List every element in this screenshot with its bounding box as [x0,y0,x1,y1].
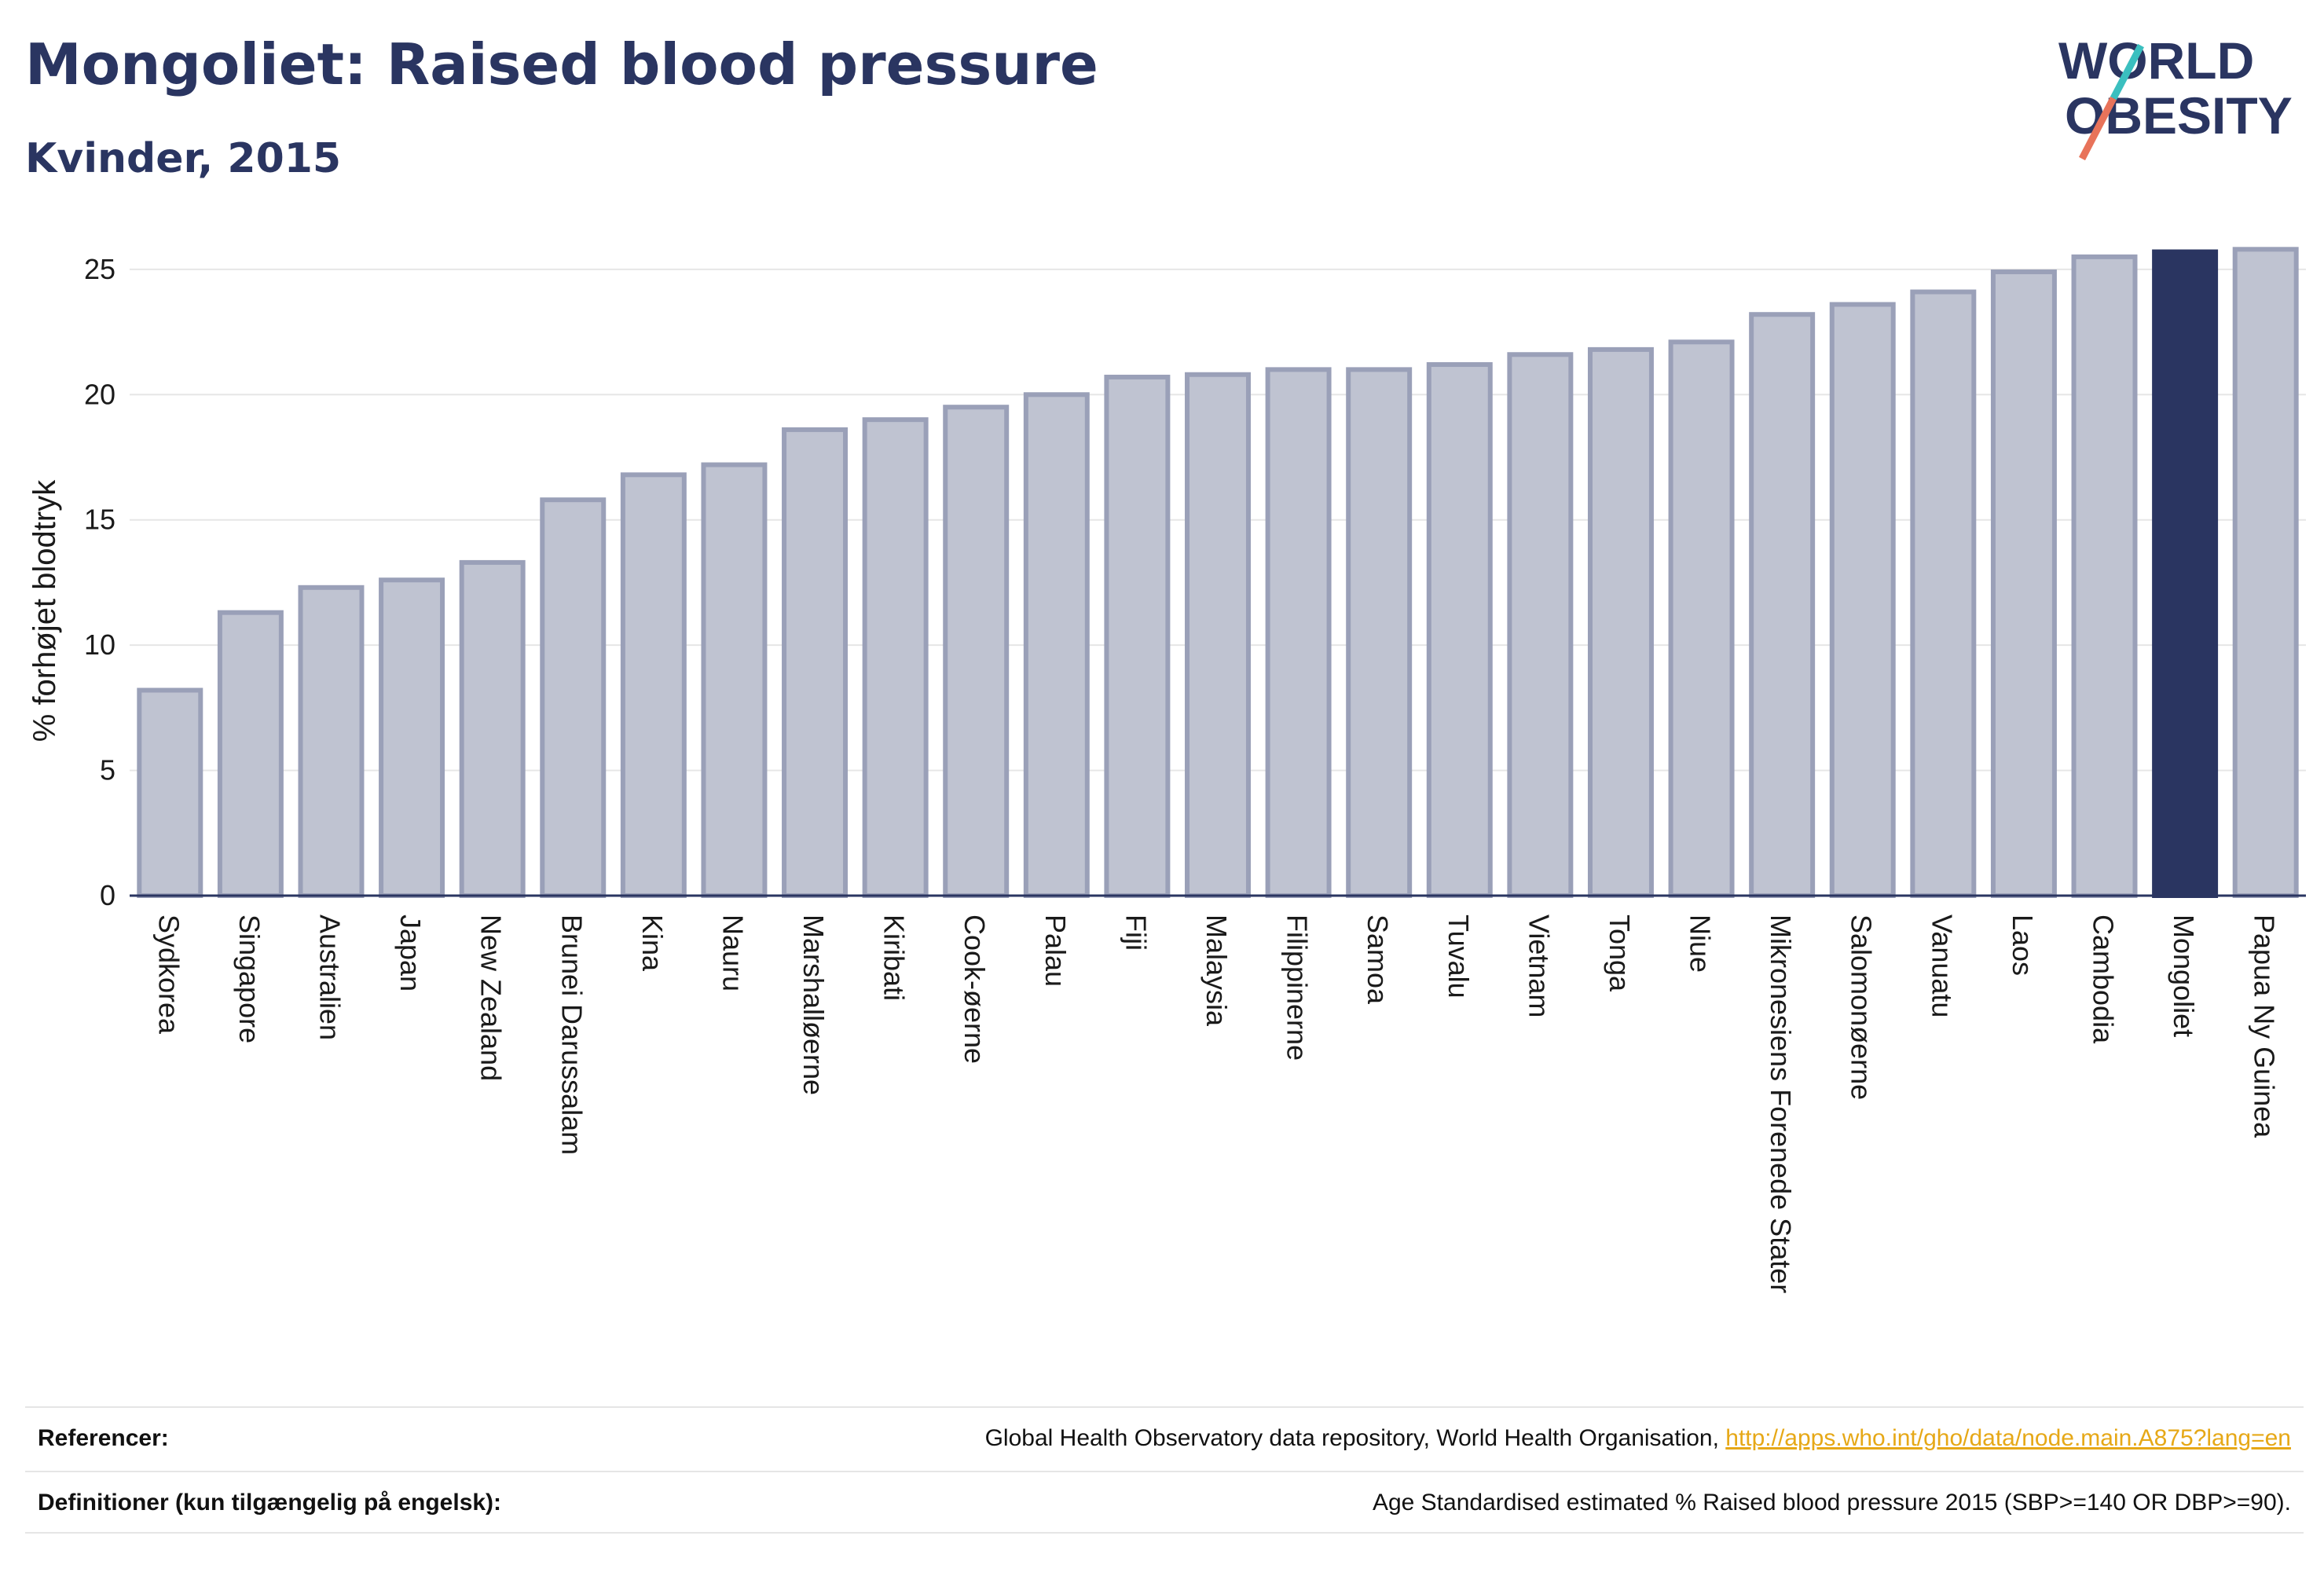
x-tick-label: Vietnam [1523,914,1555,1017]
bar [1507,352,1574,898]
references-link[interactable]: http://apps.who.int/gho/data/node.main.A… [1725,1425,2291,1451]
world-obesity-logo: WORLD OBESITY [2058,31,2293,161]
x-tick-label: Cambodia [2088,914,2120,1044]
x-tick-label: Mongoliet [2168,914,2200,1037]
x-tick-label: Singapore [233,914,266,1043]
x-tick-label: Fiji [1120,914,1152,951]
x-tick-label: Cook-øerne [959,914,991,1064]
x-tick-label: Palau [1039,914,1072,987]
bar [2071,254,2138,898]
x-tick-label: Australien [313,914,346,1040]
x-tick-label: Vanuatu [1926,914,1958,1017]
chart-subtitle: Kvinder, 2015 [25,135,342,182]
bar-highlighted [2152,249,2219,898]
bar-chart: 0 5 10 15 20 25 Sydkorea Singapore Australien Ja… [27,247,2306,1293]
bar [540,497,607,898]
bar [1587,346,1654,898]
x-tick-label: Mikronesiens Forenede Stater [1765,914,1797,1293]
x-tick-label: Brunei Darussalam [555,914,588,1155]
y-tick-label: 5 [100,754,115,786]
bar [379,577,445,899]
x-tick-label: Papua Ny Guinea [2249,914,2281,1138]
x-tick-label: Kiribati [878,914,911,1001]
x-tick-label: Salomonøerne [1846,914,1878,1100]
bar [459,559,526,898]
x-axis-tick-labels: Sydkorea Singapore Australien Japan New Zeal… [152,914,2280,1293]
bar [1749,312,1816,898]
bar [1265,367,1332,898]
x-tick-label: Samoa [1362,914,1394,1005]
references-text: Global Health Observatory data repositor… [984,1425,1726,1451]
bar [943,405,1010,898]
bar [862,417,929,898]
y-tick-label: 25 [84,253,115,285]
bars [137,247,2299,899]
bar [620,472,687,898]
bar [782,427,849,898]
bar [1668,339,1735,898]
x-tick-label: Japan [394,914,427,991]
bar [1185,372,1251,899]
x-tick-label: Marshalløerne [797,914,830,1095]
bar [1990,269,2057,898]
y-tick-label: 0 [100,879,115,911]
chart-title: Mongoliet: Raised blood pressure [25,31,1098,97]
bar [1104,374,1171,898]
x-tick-label: Laos [2007,914,2039,976]
footer-definitions: Definitioner (kun tilgængelig på engelsk… [25,1471,2304,1534]
x-tick-label: Tuvalu [1442,914,1475,999]
y-tick-label: 10 [84,629,115,661]
bar [2232,247,2299,898]
x-tick-label: Kina [636,914,669,972]
bar [1023,392,1090,898]
x-tick-label: Nauru [717,914,749,991]
footer-references: Referencer: Global Health Observatory da… [25,1406,2304,1469]
bar [217,610,284,898]
y-axis-label: % forhøjet blodtryk [27,479,62,742]
definitions-value: Age Standardised estimated % Raised bloo… [1372,1490,2291,1516]
bar [1346,367,1413,898]
bar [1829,302,1896,899]
x-tick-label: Niue [1684,914,1717,973]
x-tick-label: Tonga [1604,914,1636,992]
x-tick-label: Sydkorea [152,914,185,1035]
x-tick-label: Malaysia [1200,914,1233,1027]
bar [1910,289,1977,898]
bar [1426,362,1493,898]
bar [298,585,365,899]
references-label: Referencer: [38,1425,169,1451]
logo-text-world: WORLD [2058,31,2254,90]
definitions-label: Definitioner (kun tilgængelig på engelsk… [38,1490,502,1516]
bar [701,462,768,898]
bar [137,687,203,899]
y-tick-label: 15 [84,504,115,536]
y-axis-ticks: 0 5 10 15 20 25 [84,253,115,911]
y-tick-label: 20 [84,378,115,410]
x-tick-label: Filippinerne [1281,914,1314,1061]
references-value: Global Health Observatory data repositor… [985,1425,2291,1452]
x-tick-label: New Zealand [475,914,508,1081]
